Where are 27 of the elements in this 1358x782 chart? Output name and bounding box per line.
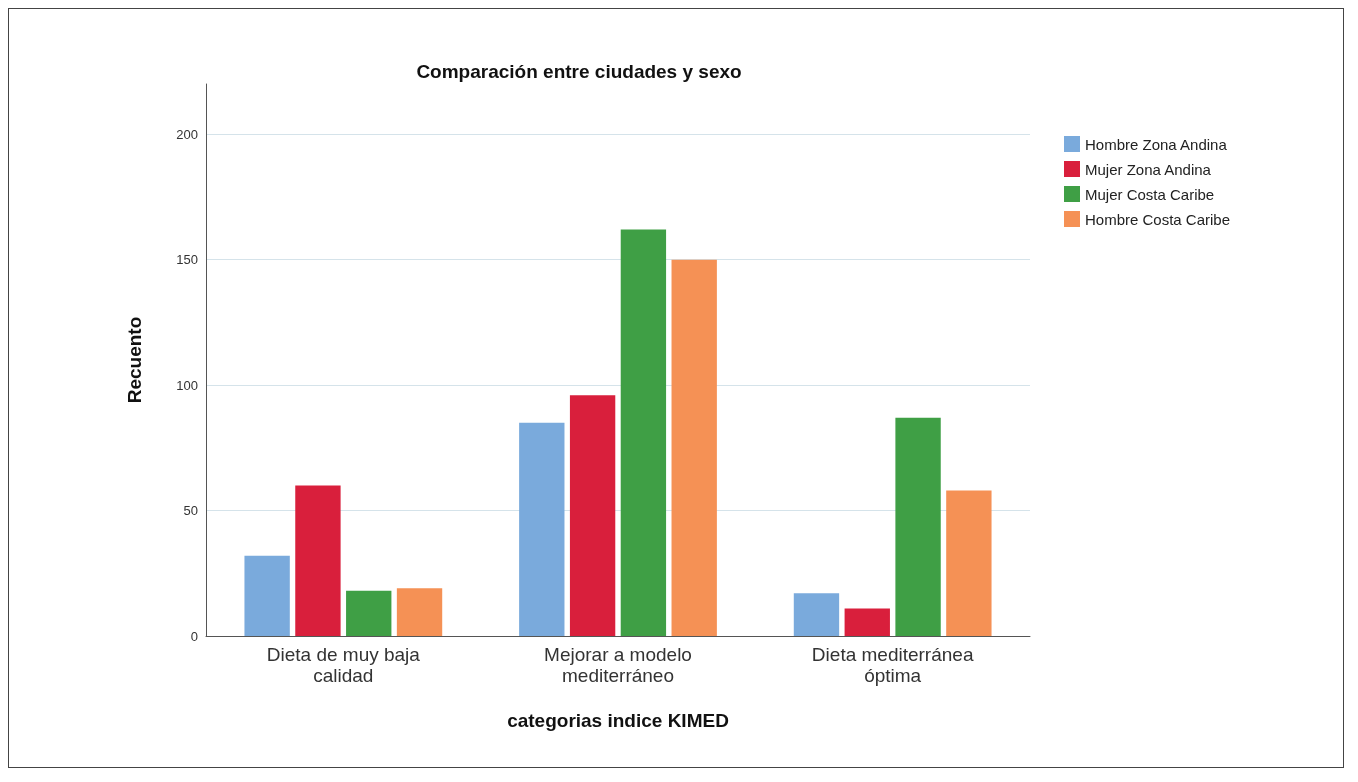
- x-axis-title: categorias indice KIMED: [507, 710, 729, 731]
- bar: [844, 608, 890, 636]
- legend-label: Hombre Costa Caribe: [1085, 210, 1231, 228]
- y-tick-label: 200: [176, 126, 198, 142]
- x-tick-label: Dieta de muy baja calidad: [266, 644, 421, 686]
- legend-label: Mujer Zona Andina: [1085, 160, 1212, 178]
- y-tick-label: 150: [176, 252, 198, 268]
- bar: [244, 555, 290, 636]
- bar: [295, 485, 341, 636]
- legend-label: Hombre Zona Andina: [1085, 135, 1228, 153]
- x-tick-label: Dieta mediterránea óptima: [811, 644, 974, 686]
- y-tick-label: 0: [190, 628, 198, 644]
- chart-title: Comparación entre ciudades y sexo: [416, 61, 742, 82]
- legend-label: Mujer Costa Caribe: [1085, 185, 1215, 203]
- bar: [671, 259, 717, 636]
- bar: [569, 395, 616, 636]
- bar: [396, 588, 443, 636]
- bar: [519, 422, 565, 636]
- bar: [793, 593, 840, 636]
- x-tick-label: Mejorar a modelo mediterráneo: [544, 644, 692, 686]
- bar: [946, 490, 992, 636]
- y-tick-label: 100: [176, 377, 198, 393]
- y-axis-title: Recuento: [124, 316, 145, 404]
- bar: [895, 417, 941, 636]
- y-tick-label: 50: [183, 503, 198, 519]
- bar: [346, 590, 392, 636]
- bar: [620, 229, 667, 636]
